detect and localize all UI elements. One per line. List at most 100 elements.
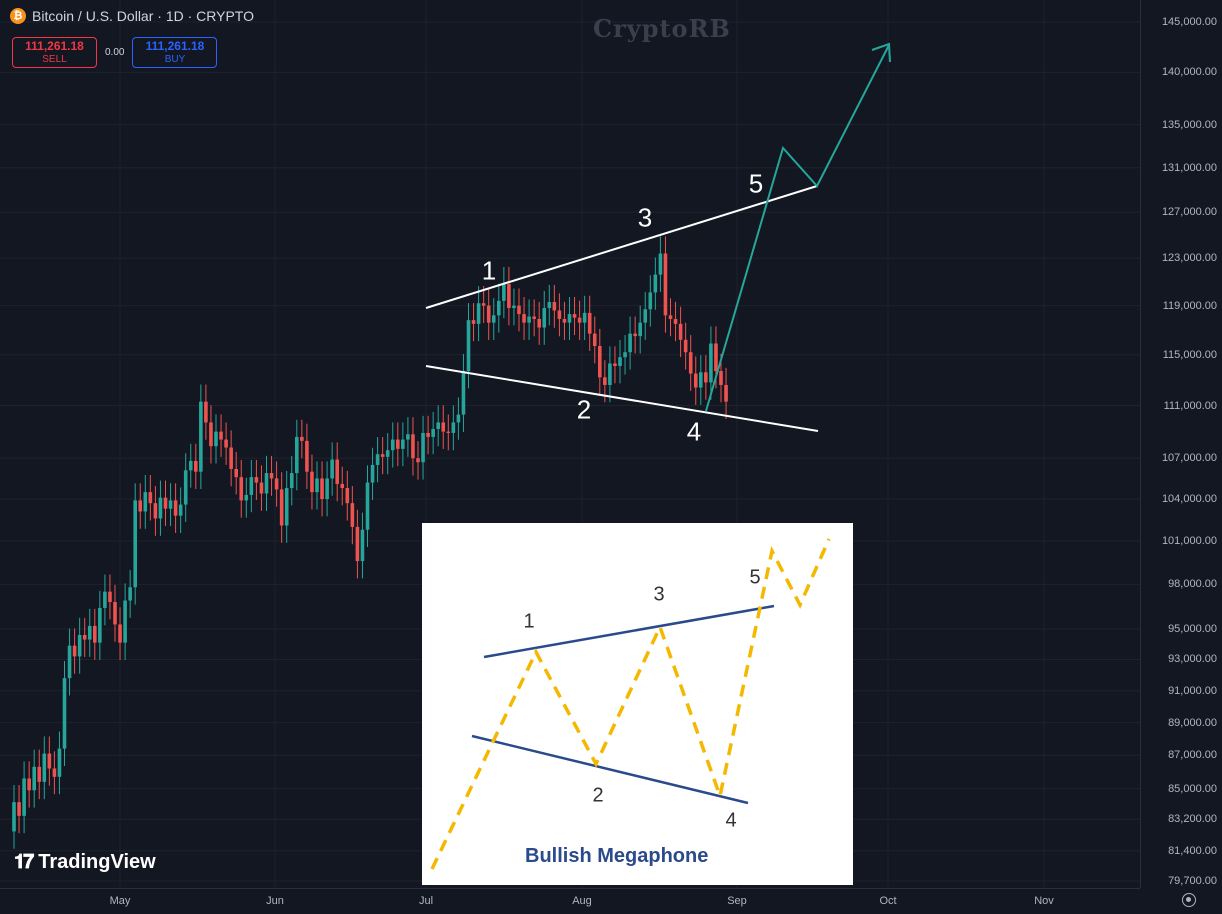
candle-body	[37, 766, 42, 782]
inset-title: Bullish Megaphone	[525, 845, 709, 867]
candle-body	[603, 377, 607, 385]
buy-button[interactable]: 111,261.18 BUY	[132, 37, 218, 68]
trade-panel: 111,261.18 SELL 0.00 111,261.18 BUY	[12, 37, 218, 68]
time-tick: Jun	[266, 895, 284, 907]
tradingview-icon: 𝟏𝟕	[14, 851, 34, 873]
candle-body	[598, 346, 602, 378]
author-watermark: CryptoRB	[593, 14, 731, 43]
time-tick: Jul	[418, 895, 434, 907]
candle-body	[269, 473, 274, 479]
candle-body	[209, 422, 213, 447]
price-tick: 89,000.00	[1168, 716, 1217, 729]
candle-body	[572, 314, 577, 318]
inset-label-5: 5	[749, 566, 761, 589]
candle-body	[320, 478, 324, 500]
price-tick: 83,200.00	[1168, 813, 1217, 826]
price-tick: 115,000.00	[1162, 348, 1217, 361]
price-tick: 123,000.00	[1161, 252, 1217, 265]
candle-body	[229, 447, 233, 469]
candle-body	[12, 802, 16, 832]
inset-label-4: 4	[725, 809, 737, 832]
candle-body	[234, 468, 238, 478]
candle-body	[108, 591, 112, 603]
candle-body	[456, 414, 461, 423]
candle-body	[173, 500, 178, 516]
price-tick: 79,700.00	[1168, 875, 1217, 887]
candle-body	[668, 315, 673, 319]
candle-body	[633, 333, 637, 337]
price-chart[interactable]	[0, 0, 1140, 888]
candle-body	[360, 529, 365, 562]
candle-body	[537, 318, 541, 328]
candle-body	[719, 371, 723, 385]
candle-body	[17, 802, 21, 816]
candle-body	[567, 314, 572, 323]
bitcoin-icon: ₿	[10, 8, 26, 24]
candle-body	[93, 625, 97, 643]
price-axis[interactable]: 145,000.00 140,000.00 135,000.00 131,000.00…	[1140, 0, 1222, 888]
symbol-header[interactable]: ₿ Bitcoin / U.S. Dollar · 1D · CRYPTO	[10, 8, 254, 24]
price-tick: 101,000.00	[1161, 535, 1217, 548]
candle-body	[406, 434, 410, 440]
candle-body	[688, 352, 693, 374]
candle-body	[375, 454, 380, 465]
tradingview-logo[interactable]: 𝟏𝟕 TradingView	[14, 851, 156, 874]
candle-body	[340, 483, 345, 489]
candle-body	[653, 274, 658, 293]
candle-body	[178, 504, 183, 516]
candle-body	[289, 473, 294, 489]
price-tick: 127,000.00	[1161, 206, 1217, 219]
candle-body	[300, 436, 304, 441]
inset-label-2: 2	[592, 784, 604, 807]
projection-arrowhead	[871, 42, 891, 63]
time-tick: May	[109, 895, 131, 907]
wave-label-5: 5	[748, 168, 764, 199]
candle-body	[194, 460, 198, 472]
candle-body	[385, 450, 390, 457]
candle-body	[380, 454, 385, 457]
candle-body	[613, 363, 617, 366]
candle-body	[476, 303, 481, 324]
price-tick: 91,000.00	[1168, 684, 1217, 697]
candle-body	[148, 492, 153, 504]
inset-lower-trendline	[471, 734, 749, 805]
time-axis[interactable]: May Jun Jul Aug Sep Oct Nov	[0, 888, 1140, 914]
price-tick: 95,000.00	[1168, 622, 1217, 635]
candle-body	[138, 500, 143, 512]
candle-body	[305, 440, 309, 472]
inset-wave-path	[430, 538, 831, 870]
candle-body	[295, 436, 299, 474]
candle-body	[562, 318, 567, 323]
candle-body	[315, 478, 319, 493]
candle-body	[310, 471, 314, 493]
candle-body	[103, 591, 107, 608]
candle-body	[370, 464, 375, 483]
price-tick: 131,000.00	[1161, 161, 1217, 174]
sell-label: SELL	[42, 53, 67, 65]
candle-body	[401, 439, 405, 449]
candle-body	[239, 477, 244, 501]
candle-body	[279, 489, 284, 526]
candle-body	[77, 635, 82, 657]
candle-body	[345, 488, 350, 504]
candle-body	[471, 320, 476, 324]
candle-body	[411, 434, 415, 459]
candle-body	[638, 322, 642, 337]
price-tick: 87,000.00	[1168, 749, 1217, 762]
sell-button[interactable]: 111,261.18 SELL	[12, 37, 97, 68]
candle-body	[188, 460, 193, 471]
candle-body	[683, 339, 688, 353]
chart-area[interactable]: ₿ Bitcoin / U.S. Dollar · 1D · CRYPTO 11…	[0, 0, 1140, 888]
price-tick: 104,000.00	[1161, 493, 1217, 506]
settings-icon[interactable]	[1182, 893, 1196, 907]
candle-body	[486, 305, 491, 323]
wave-label-4: 4	[686, 416, 702, 447]
candle-body	[416, 458, 420, 463]
candle-body	[284, 488, 289, 526]
symbol-title[interactable]: Bitcoin / U.S. Dollar · 1D · CRYPTO	[32, 8, 254, 24]
candle-body	[355, 526, 360, 562]
candle-body	[628, 333, 632, 353]
candle-body	[552, 302, 557, 311]
time-tick: Nov	[1034, 895, 1054, 907]
candle-body	[57, 748, 62, 777]
